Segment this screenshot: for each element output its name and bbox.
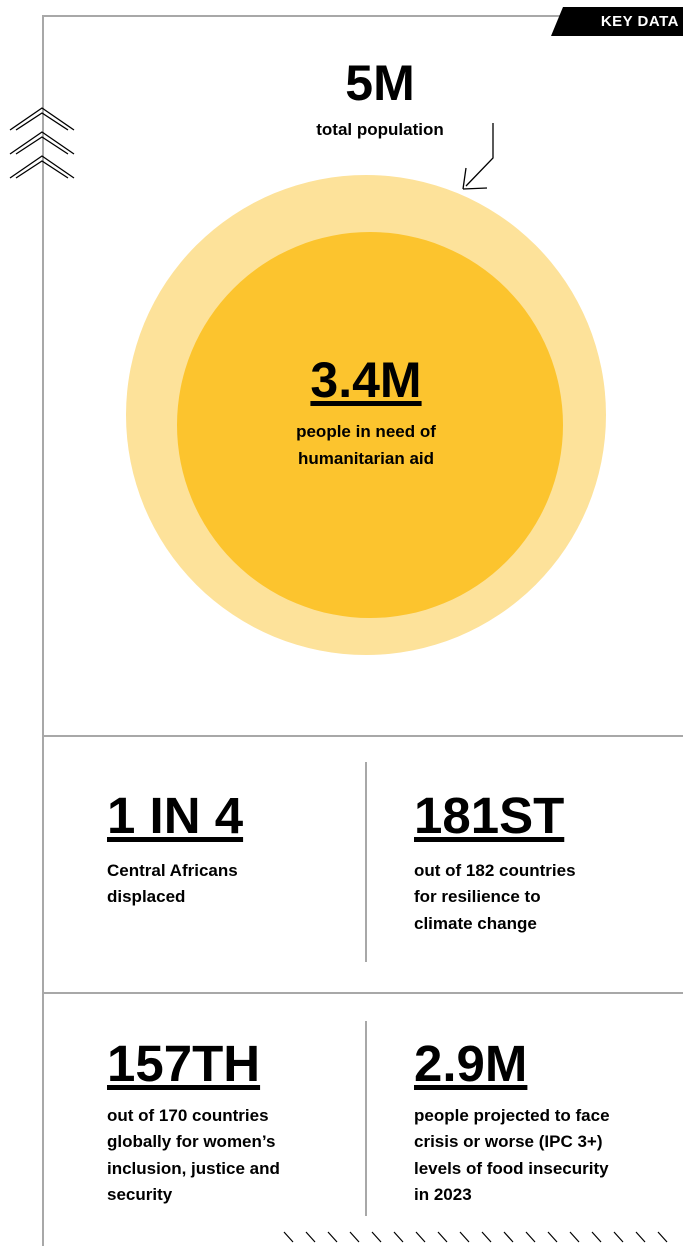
stat-label-line: globally for women’s	[107, 1132, 276, 1152]
stat-label-line: out of 170 countries	[107, 1106, 269, 1125]
hatch-pattern	[283, 1231, 668, 1243]
stat-resilience-value: 181ST	[414, 787, 565, 844]
population-label: total population	[316, 120, 444, 139]
stat-label-line: Central Africans	[107, 861, 238, 880]
stat-label-line: levels of food insecurity	[414, 1158, 609, 1178]
stat-label-line: security	[107, 1185, 173, 1205]
arrow-down-left-icon	[462, 123, 494, 190]
section-divider	[42, 735, 683, 737]
stat-label-line: inclusion, justice and	[107, 1158, 280, 1178]
stat-women-inclusion-value: 157TH	[107, 1035, 261, 1092]
stat-label-line: people projected to face	[414, 1106, 610, 1125]
stat-displaced-value: 1 IN 4	[107, 787, 244, 844]
section-divider	[42, 992, 683, 994]
stat-label-line: out of 182 countries	[414, 861, 576, 880]
people-in-need-circle	[177, 232, 563, 618]
key-data-tag: KEY DATA	[551, 7, 683, 36]
in-need-label: people in need of humanitarian aid	[250, 418, 482, 472]
frame-top-border	[42, 15, 683, 17]
column-divider	[365, 762, 367, 962]
stat-women-inclusion-label: out of 170 countries globally for women’…	[107, 1103, 280, 1208]
stat-food-insecurity-label: people projected to face crisis or worse…	[414, 1103, 610, 1208]
stat-label-line: crisis or worse (IPC 3+)	[414, 1132, 603, 1152]
column-divider	[365, 1021, 367, 1216]
stat-resilience-label: out of 182 countries for resilience to c…	[414, 858, 576, 937]
stat-displaced-label: Central Africans displaced	[107, 858, 238, 911]
stat-label-line: in 2023	[414, 1185, 472, 1205]
population-value: 5M	[345, 55, 415, 111]
in-need-label-line: people in need of	[296, 422, 436, 441]
stat-label-line: climate change	[414, 913, 537, 933]
stat-label-line: displaced	[107, 887, 186, 907]
in-need-label-line: humanitarian aid	[297, 449, 435, 469]
stat-food-insecurity-value: 2.9M	[414, 1035, 528, 1092]
in-need-value: 3.4M	[310, 352, 422, 408]
frame-left-border	[42, 15, 44, 1246]
chevrons-up-icon	[9, 107, 75, 179]
stat-label-line: for resilience to	[414, 887, 541, 907]
